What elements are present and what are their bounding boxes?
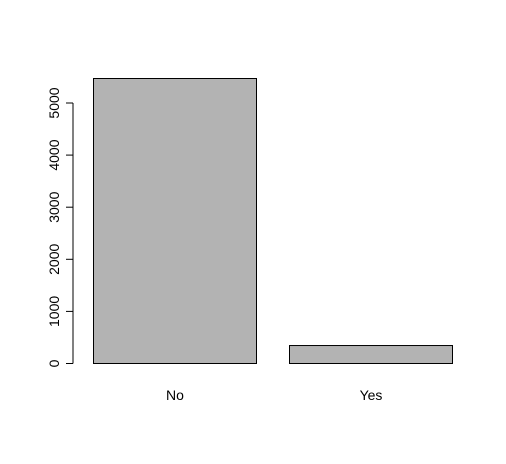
x-category-label: Yes [360, 387, 383, 403]
y-tick-label: 4000 [46, 139, 62, 170]
y-axis: 0 1000 2000 3000 4000 5000 [46, 87, 74, 367]
bar-no [93, 78, 257, 364]
bars [93, 78, 453, 365]
y-tick-label: 2000 [46, 244, 62, 275]
y-tick-label: 1000 [46, 296, 62, 327]
y-tick-label: 3000 [46, 191, 62, 222]
bar-yes [289, 345, 453, 365]
x-axis-labels: No Yes [166, 387, 382, 403]
y-tick-label: 0 [46, 359, 62, 367]
x-category-label: No [166, 387, 184, 403]
y-tick-label: 5000 [46, 87, 62, 118]
